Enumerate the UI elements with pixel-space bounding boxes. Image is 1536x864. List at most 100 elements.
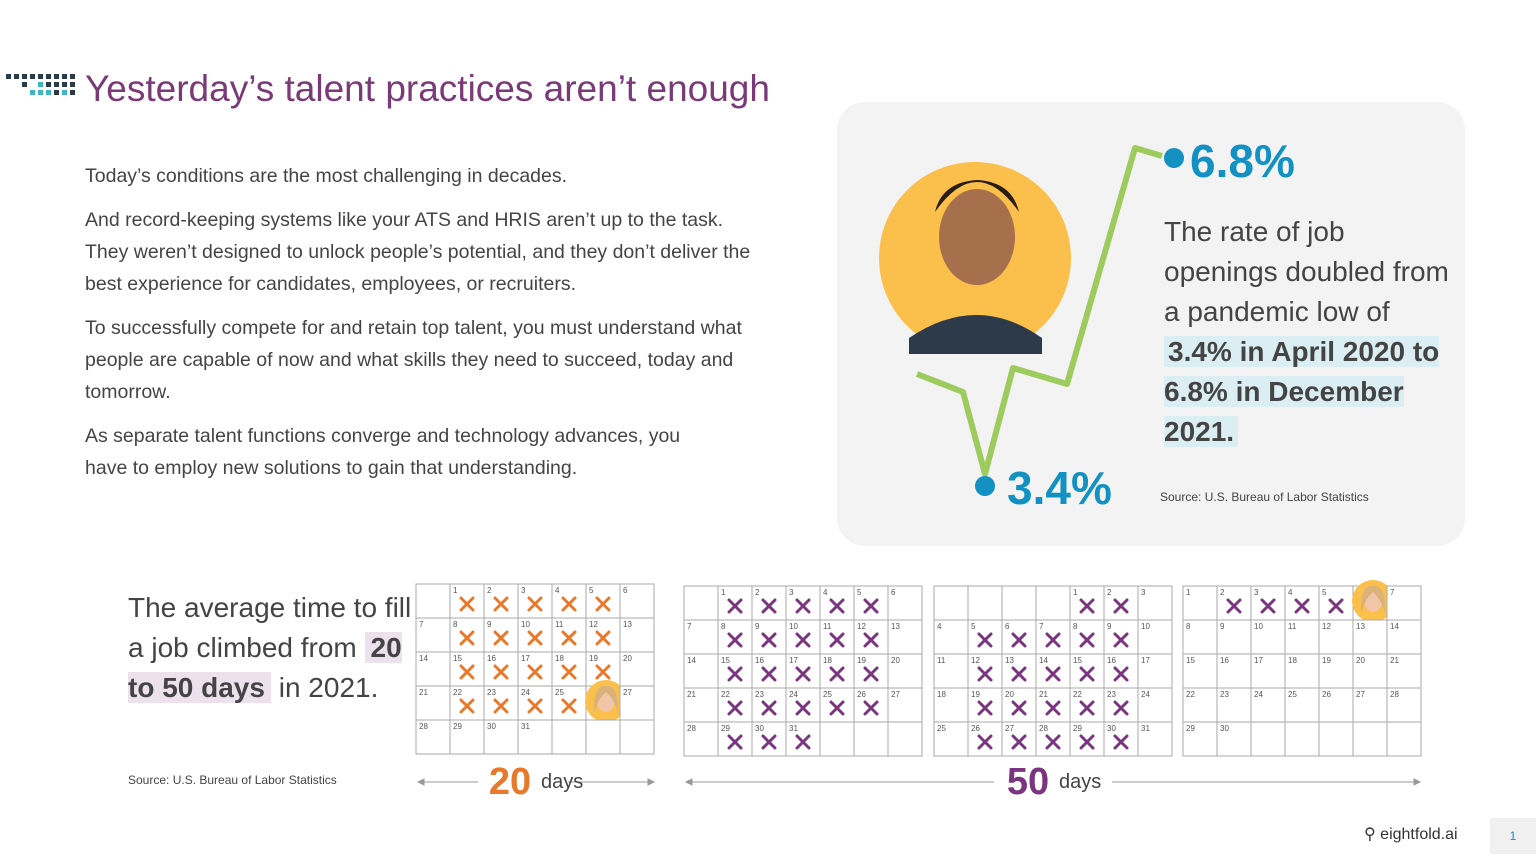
day-number: 10 <box>521 620 530 629</box>
cross-mark <box>1045 734 1061 750</box>
day-number: 20 <box>1356 656 1365 665</box>
day-number: 2 <box>487 586 492 595</box>
calendar-cell <box>1352 721 1388 757</box>
cross-mark <box>761 700 777 716</box>
cross-mark <box>595 630 611 646</box>
day-number: 25 <box>823 690 832 699</box>
calendar-cell <box>967 687 1003 723</box>
cross-mark <box>977 700 993 716</box>
day-number: 30 <box>487 722 496 731</box>
day-number: 1 <box>453 586 458 595</box>
day-number: 11 <box>823 622 832 631</box>
calendar-cell <box>1035 619 1071 655</box>
calendar-cell <box>619 685 655 721</box>
day-number: 12 <box>1322 622 1331 631</box>
day-number: 29 <box>1186 724 1195 733</box>
day-number: 1 <box>1073 588 1078 597</box>
calendar-cell <box>1137 721 1173 757</box>
brand: ⚲ eightfold.ai <box>1364 826 1458 843</box>
day-number: 24 <box>789 690 798 699</box>
day-number: 5 <box>589 586 594 595</box>
day-number: 30 <box>1220 724 1229 733</box>
calendar-cell <box>1386 585 1422 621</box>
cross-mark <box>1328 598 1344 614</box>
calendar-cell <box>1250 653 1286 689</box>
calendar-cell <box>1284 721 1320 757</box>
day-number: 22 <box>1073 690 1082 699</box>
calendar-cell <box>1250 721 1286 757</box>
calendar-cell <box>517 719 553 755</box>
day-number: 23 <box>1220 690 1229 699</box>
day-number: 21 <box>1390 656 1399 665</box>
brand-name: eightfold.ai <box>1380 826 1458 843</box>
day-number: 10 <box>789 622 798 631</box>
day-number: 27 <box>891 690 900 699</box>
day-number: 6 <box>1005 622 1010 631</box>
cross-mark <box>829 700 845 716</box>
calendar-cell <box>1001 721 1037 757</box>
calendar-cell <box>1182 721 1218 757</box>
day-number: 2 <box>1220 588 1225 597</box>
cross-mark <box>1260 598 1276 614</box>
cross-mark <box>527 596 543 612</box>
cross-mark <box>493 664 509 680</box>
day-number: 2 <box>755 588 760 597</box>
calendar-cell <box>1352 619 1388 655</box>
cross-mark <box>727 666 743 682</box>
cross-mark <box>761 598 777 614</box>
day-number: 27 <box>1356 690 1365 699</box>
cross-mark <box>795 700 811 716</box>
calendar-cell <box>1035 653 1071 689</box>
cross-mark <box>1079 734 1095 750</box>
calendar-cell <box>1103 619 1139 655</box>
calendar-cell <box>1182 687 1218 723</box>
calendar-cell <box>1216 721 1252 757</box>
cross-mark <box>1079 666 1095 682</box>
cross-mark <box>1113 632 1129 648</box>
highlight: 3.4% in April 2020 to 6.8% in December 2… <box>1164 336 1440 447</box>
day-number: 16 <box>1220 656 1229 665</box>
day-number: 13 <box>1005 656 1014 665</box>
day-number: 8 <box>1186 622 1191 631</box>
calendar-cell <box>1001 619 1037 655</box>
calendar-cell <box>933 653 969 689</box>
cross-mark <box>1045 666 1061 682</box>
cross-mark <box>795 734 811 750</box>
cross-mark <box>727 700 743 716</box>
day-number: 13 <box>1356 622 1365 631</box>
day-number: 28 <box>1039 724 1048 733</box>
day-number: 15 <box>721 656 730 665</box>
day-number: 24 <box>1254 690 1263 699</box>
logo-squares <box>6 74 75 95</box>
cross-mark <box>561 596 577 612</box>
calendar-cell <box>1318 721 1354 757</box>
day-number: 21 <box>1039 690 1048 699</box>
calendar-cell <box>819 619 855 655</box>
day-number: 11 <box>1288 622 1297 631</box>
page-number: 1 <box>1490 818 1536 854</box>
day-number: 13 <box>623 620 632 629</box>
cross-mark <box>527 630 543 646</box>
calendar-cell <box>751 585 787 621</box>
cross-mark <box>1226 598 1242 614</box>
cross-mark <box>829 666 845 682</box>
day-number: 17 <box>521 654 530 663</box>
calendar-cell <box>853 721 889 757</box>
calendar-cell <box>967 619 1003 655</box>
day-number: 16 <box>1107 656 1116 665</box>
day-number: 30 <box>755 724 764 733</box>
cross-mark <box>527 698 543 714</box>
paragraph: And record-keeping systems like your ATS… <box>85 209 751 295</box>
days-number: 50 <box>1007 761 1049 803</box>
calendar-cell <box>1216 687 1252 723</box>
calendar-cell <box>551 583 587 619</box>
paragraph: As separate talent functions converge an… <box>85 425 681 479</box>
calendar-cell <box>415 583 451 619</box>
day-number: 18 <box>1288 656 1297 665</box>
cross-mark <box>459 630 475 646</box>
calendar-cell <box>1137 585 1173 621</box>
day-number: 25 <box>1288 690 1297 699</box>
day-number: 9 <box>755 622 760 631</box>
calendar-cell <box>585 719 621 755</box>
day-number: 4 <box>1288 588 1293 597</box>
